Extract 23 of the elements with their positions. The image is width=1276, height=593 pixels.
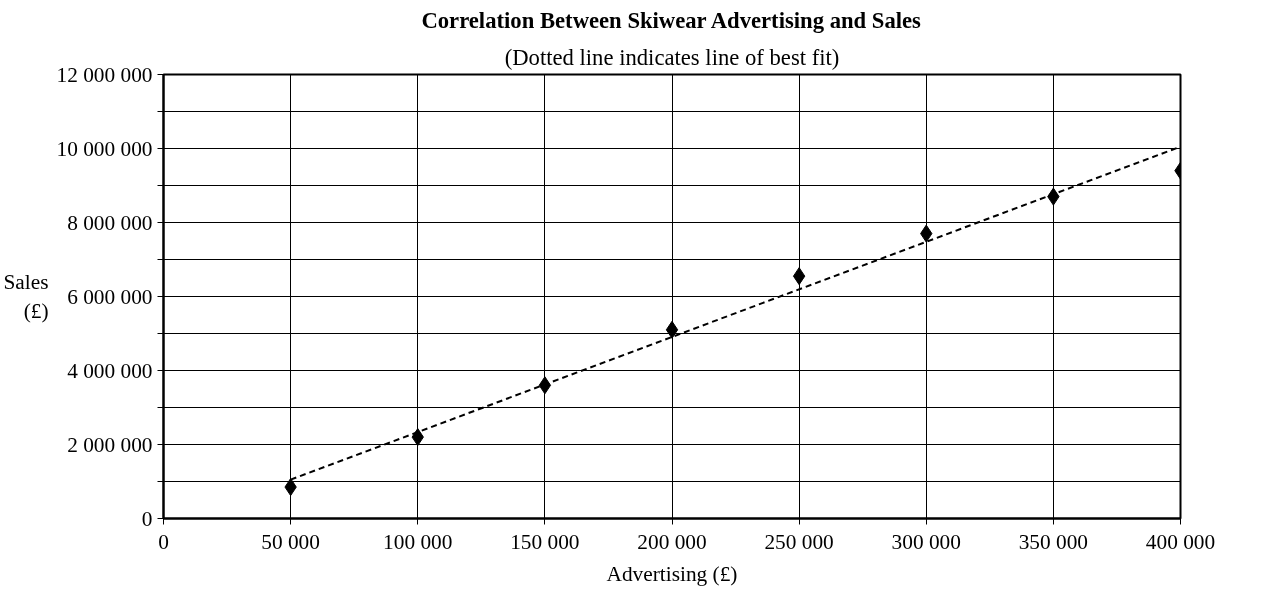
y-tick-label: 8 000 000: [67, 210, 153, 235]
chart-subtitle: (Dotted line indicates line of best fit): [504, 44, 840, 70]
y-tick-label: 6 000 000: [67, 284, 153, 309]
point: [538, 376, 552, 395]
x-tick-label: 400 000: [1145, 529, 1216, 554]
x-tick-label: 200 000: [637, 529, 707, 554]
y-tick-label: 10 000 000: [56, 136, 153, 161]
x-tick-label: 250 000: [764, 529, 834, 554]
y-tick-label: 4 000 000: [67, 358, 153, 383]
x-tick-label: 350 000: [1018, 529, 1089, 554]
point: [792, 267, 806, 286]
y-axis-title: Sales (£): [3, 270, 49, 323]
y-tick-label: 12 000 000: [56, 62, 153, 87]
x-tick-label: 300 000: [891, 529, 961, 554]
x-tick-label: 100 000: [383, 529, 453, 554]
x-tick-label: 50 000: [261, 529, 320, 554]
point: [665, 320, 679, 339]
x-tick-label: 150 000: [510, 529, 580, 554]
y-tick-label: 0: [141, 506, 153, 531]
x-axis-title: Advertising (£): [606, 561, 738, 586]
y-tick-label: 2 000 000: [67, 432, 153, 457]
chart-title: Correlation Between Skiwear Advertising and Sales: [421, 7, 922, 33]
x-tick-label: 0: [158, 529, 169, 554]
